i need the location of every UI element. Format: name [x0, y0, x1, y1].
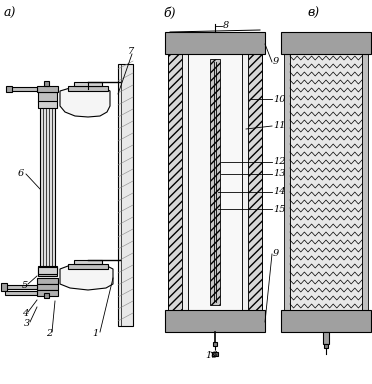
Text: 8: 8 — [223, 22, 229, 30]
Bar — [290, 54, 362, 310]
Bar — [38, 92, 57, 102]
Text: 13: 13 — [273, 169, 285, 179]
Text: 2: 2 — [46, 329, 52, 339]
Bar — [74, 82, 102, 86]
Bar — [37, 290, 58, 296]
Bar — [210, 59, 220, 305]
Text: 10: 10 — [273, 94, 285, 104]
Bar — [324, 344, 328, 348]
Bar — [44, 81, 49, 86]
Text: 6: 6 — [18, 169, 24, 179]
Bar — [165, 32, 265, 54]
Bar — [68, 86, 108, 91]
Bar — [38, 267, 57, 274]
Bar — [213, 342, 217, 346]
Text: 15: 15 — [273, 205, 285, 214]
Bar — [37, 278, 58, 284]
Text: 12: 12 — [273, 157, 285, 167]
Text: 14: 14 — [273, 187, 285, 197]
Bar — [284, 54, 290, 310]
Bar — [6, 86, 12, 92]
Text: 1: 1 — [92, 329, 98, 339]
Text: а): а) — [4, 7, 16, 20]
Bar — [5, 291, 37, 295]
Polygon shape — [60, 264, 113, 290]
Text: 16: 16 — [205, 351, 218, 361]
Bar — [281, 310, 371, 332]
Bar — [182, 54, 188, 310]
Bar — [281, 32, 371, 54]
Bar — [74, 260, 102, 264]
Text: 9: 9 — [273, 250, 279, 258]
Bar — [362, 54, 368, 310]
Text: 4: 4 — [22, 310, 28, 318]
Bar — [248, 54, 262, 310]
Text: 5: 5 — [22, 280, 28, 290]
Bar — [10, 87, 37, 91]
Text: 9: 9 — [273, 58, 279, 66]
Bar — [37, 284, 58, 290]
Text: 7: 7 — [128, 48, 134, 56]
Bar — [68, 264, 108, 269]
Text: б): б) — [163, 7, 176, 20]
Bar — [38, 101, 57, 108]
Bar — [212, 352, 218, 356]
Bar — [188, 54, 242, 310]
Text: 11: 11 — [273, 121, 285, 131]
Bar — [1, 283, 7, 291]
Bar — [38, 266, 57, 276]
Bar — [242, 54, 248, 310]
Text: 3: 3 — [24, 319, 30, 328]
Bar — [168, 54, 182, 310]
Bar — [37, 86, 58, 92]
Bar — [44, 293, 49, 298]
Bar — [323, 332, 329, 344]
Bar — [40, 94, 55, 276]
Polygon shape — [60, 86, 110, 117]
Text: в): в) — [307, 7, 319, 20]
Bar — [5, 285, 37, 289]
Bar — [165, 310, 265, 332]
Bar — [118, 64, 133, 326]
